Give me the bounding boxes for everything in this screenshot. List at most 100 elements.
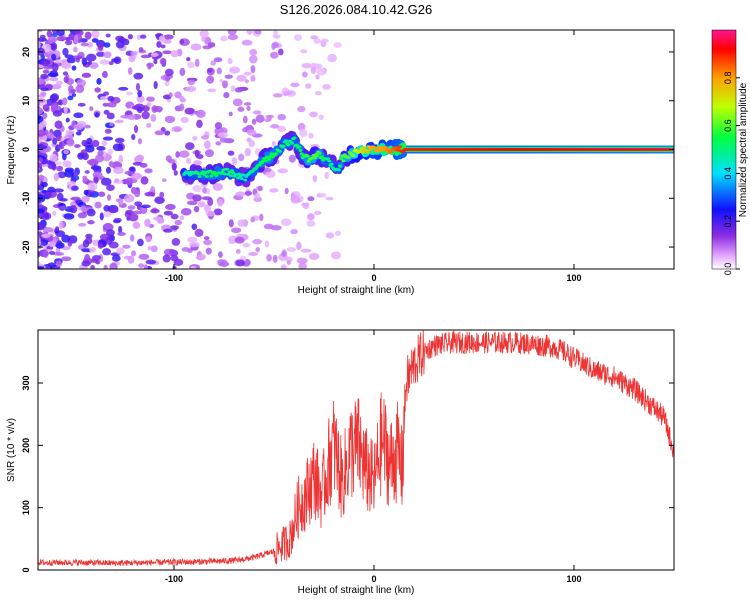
spectrogram-ridge-core: [342, 153, 347, 157]
spectrogram-noise-blob: [133, 72, 144, 80]
spectrogram-noise-blob: [267, 115, 272, 122]
spectrogram-noise-blob: [137, 89, 143, 98]
spectrogram-noise-blob: [222, 80, 228, 89]
spectrogram-noise-blob: [250, 75, 256, 82]
spectrogram-noise-blob: [219, 137, 228, 143]
spectrogram-noise-blob: [296, 257, 308, 264]
spectrogram-noise-blob: [139, 162, 148, 168]
spectrogram-noise-blob: [235, 191, 246, 197]
spectrogram-noise-blob: [75, 57, 80, 63]
spectrogram-noise-blob: [236, 74, 247, 82]
spectrogram-noise-blob: [227, 150, 235, 156]
spectrogram-noise-blob: [202, 186, 207, 194]
colorbar-tick-label: 0.4: [723, 167, 733, 180]
spectrogram-noise-blob: [181, 247, 190, 252]
spectrogram-noise-blob: [124, 170, 134, 175]
spectrogram-ridge-core: [292, 136, 297, 140]
spectrogram-noise-blob: [237, 219, 247, 227]
spectrogram-noise-blob: [180, 116, 189, 124]
spectrogram-noise-blob: [136, 106, 144, 114]
colorbar: 0.0 0.2 0.4 0.6 0.8 Normalized spectral ampl…: [711, 29, 749, 275]
spectrogram-noise-blob: [102, 136, 114, 141]
spectrogram-ridge-core: [297, 145, 302, 149]
snr-ylabel: SNR (10 * v/v): [6, 418, 17, 482]
spectrogram-xtick-label: -100: [165, 273, 183, 283]
spectrogram-ytick-label: 10: [21, 96, 31, 106]
spectrogram-noise-blob: [101, 140, 108, 147]
spectrogram-noise-blob: [81, 248, 92, 253]
spectrogram-noise-blob: [203, 204, 211, 213]
spectrogram-noise-blob: [127, 67, 133, 75]
spectrogram-noise-blob: [91, 38, 99, 43]
spectrogram-noise-blob: [42, 104, 50, 112]
spectrogram-noise-blob: [118, 86, 129, 91]
spectrogram-noise-blob: [97, 150, 104, 156]
spectrogram-noise-blob: [213, 208, 223, 216]
spectrogram-noise-blob: [38, 115, 44, 123]
spectrogram-noise-blob: [246, 30, 253, 35]
spectrogram-noise-blob: [50, 83, 62, 90]
spectrogram-noise-blob: [127, 205, 136, 210]
spectrogram-noise-blob: [103, 204, 111, 212]
spectrogram-noise-blob: [125, 177, 133, 186]
spectrogram-noise-blob: [234, 87, 244, 93]
spectrogram-ridge-core: [336, 168, 341, 172]
spectrogram-noise-blob: [146, 102, 152, 107]
spectrogram-noise-blob: [307, 213, 315, 221]
spectrogram-noise-blob: [246, 105, 251, 111]
spectrogram-noise-blob: [38, 136, 45, 141]
spectrogram-noise-blob: [150, 245, 158, 253]
spectrogram-noise-blob: [249, 54, 258, 64]
spectrogram-noise-blob: [290, 229, 299, 235]
spectrogram-noise-blob: [277, 168, 289, 174]
spectrogram-noise-blob: [115, 40, 125, 49]
spectrogram-noise-blob: [153, 216, 163, 221]
spectrogram-noise-blob: [218, 127, 228, 135]
colorbar-gradient: [711, 29, 737, 270]
spectrogram-noise-blob: [40, 87, 49, 92]
spectrogram-noise-blob: [199, 30, 209, 38]
spectrogram-noise-blob: [63, 149, 69, 155]
spectrogram-noise-blob: [49, 76, 59, 82]
spectrogram-noise-blob: [75, 84, 85, 94]
spectrogram-noise-blob: [116, 247, 125, 255]
spectrogram-noise-blob: [179, 103, 185, 111]
spectrogram-noise-blob: [198, 253, 206, 260]
spectrogram-noise-blob: [249, 49, 258, 56]
spectrogram-ridge: [180, 130, 674, 188]
spectrogram-ridge-core: [338, 164, 342, 168]
spectrogram-noise-blob: [38, 40, 41, 50]
spectrogram-noise-blob: [87, 220, 95, 225]
spectrogram-noise-blob: [282, 91, 294, 95]
spectrogram-noise-blob: [138, 263, 145, 268]
spectrogram-noise-blob: [255, 114, 265, 123]
spectrogram-noise-blob: [185, 86, 197, 92]
snr-ytick-label: 100: [21, 500, 31, 515]
spectrogram-noise-blob: [203, 239, 213, 246]
spectrogram-noise-blob: [280, 264, 287, 269]
spectrogram-noise-blob: [316, 68, 327, 76]
spectrogram-noise-blob: [108, 208, 119, 213]
spectrogram-xtick-label: 100: [566, 273, 581, 283]
spectrogram-noise-blob: [38, 231, 43, 236]
spectrogram-noise-blob: [94, 201, 102, 209]
spectrogram-noise-blob: [165, 203, 176, 211]
spectrogram-noise-blob: [133, 125, 139, 134]
spectrogram-noise-blob: [55, 134, 63, 142]
spectrogram-noise-blob: [61, 256, 72, 262]
spectrogram-noise-blob: [53, 172, 60, 182]
spectrogram-noise-blob: [250, 65, 256, 74]
spectrogram-noise-blob: [246, 129, 257, 136]
spectrogram-noise-blob: [127, 255, 135, 264]
spectrogram-noise-blob: [51, 192, 58, 197]
spectrogram-noise-blob: [208, 42, 216, 48]
spectrogram-noise-blob: [196, 154, 204, 160]
spectrogram-noise-blob: [87, 182, 98, 191]
spectrogram-noise-blob: [206, 210, 216, 217]
spectrogram-noise-blob: [41, 181, 48, 188]
spectrogram-noise-blob: [57, 171, 67, 179]
spectrogram-noise-blob: [234, 236, 245, 244]
spectrogram-noise-blob: [232, 98, 243, 107]
spectrogram-noise-blob: [319, 193, 327, 198]
spectrogram-noise-blob: [186, 200, 198, 206]
